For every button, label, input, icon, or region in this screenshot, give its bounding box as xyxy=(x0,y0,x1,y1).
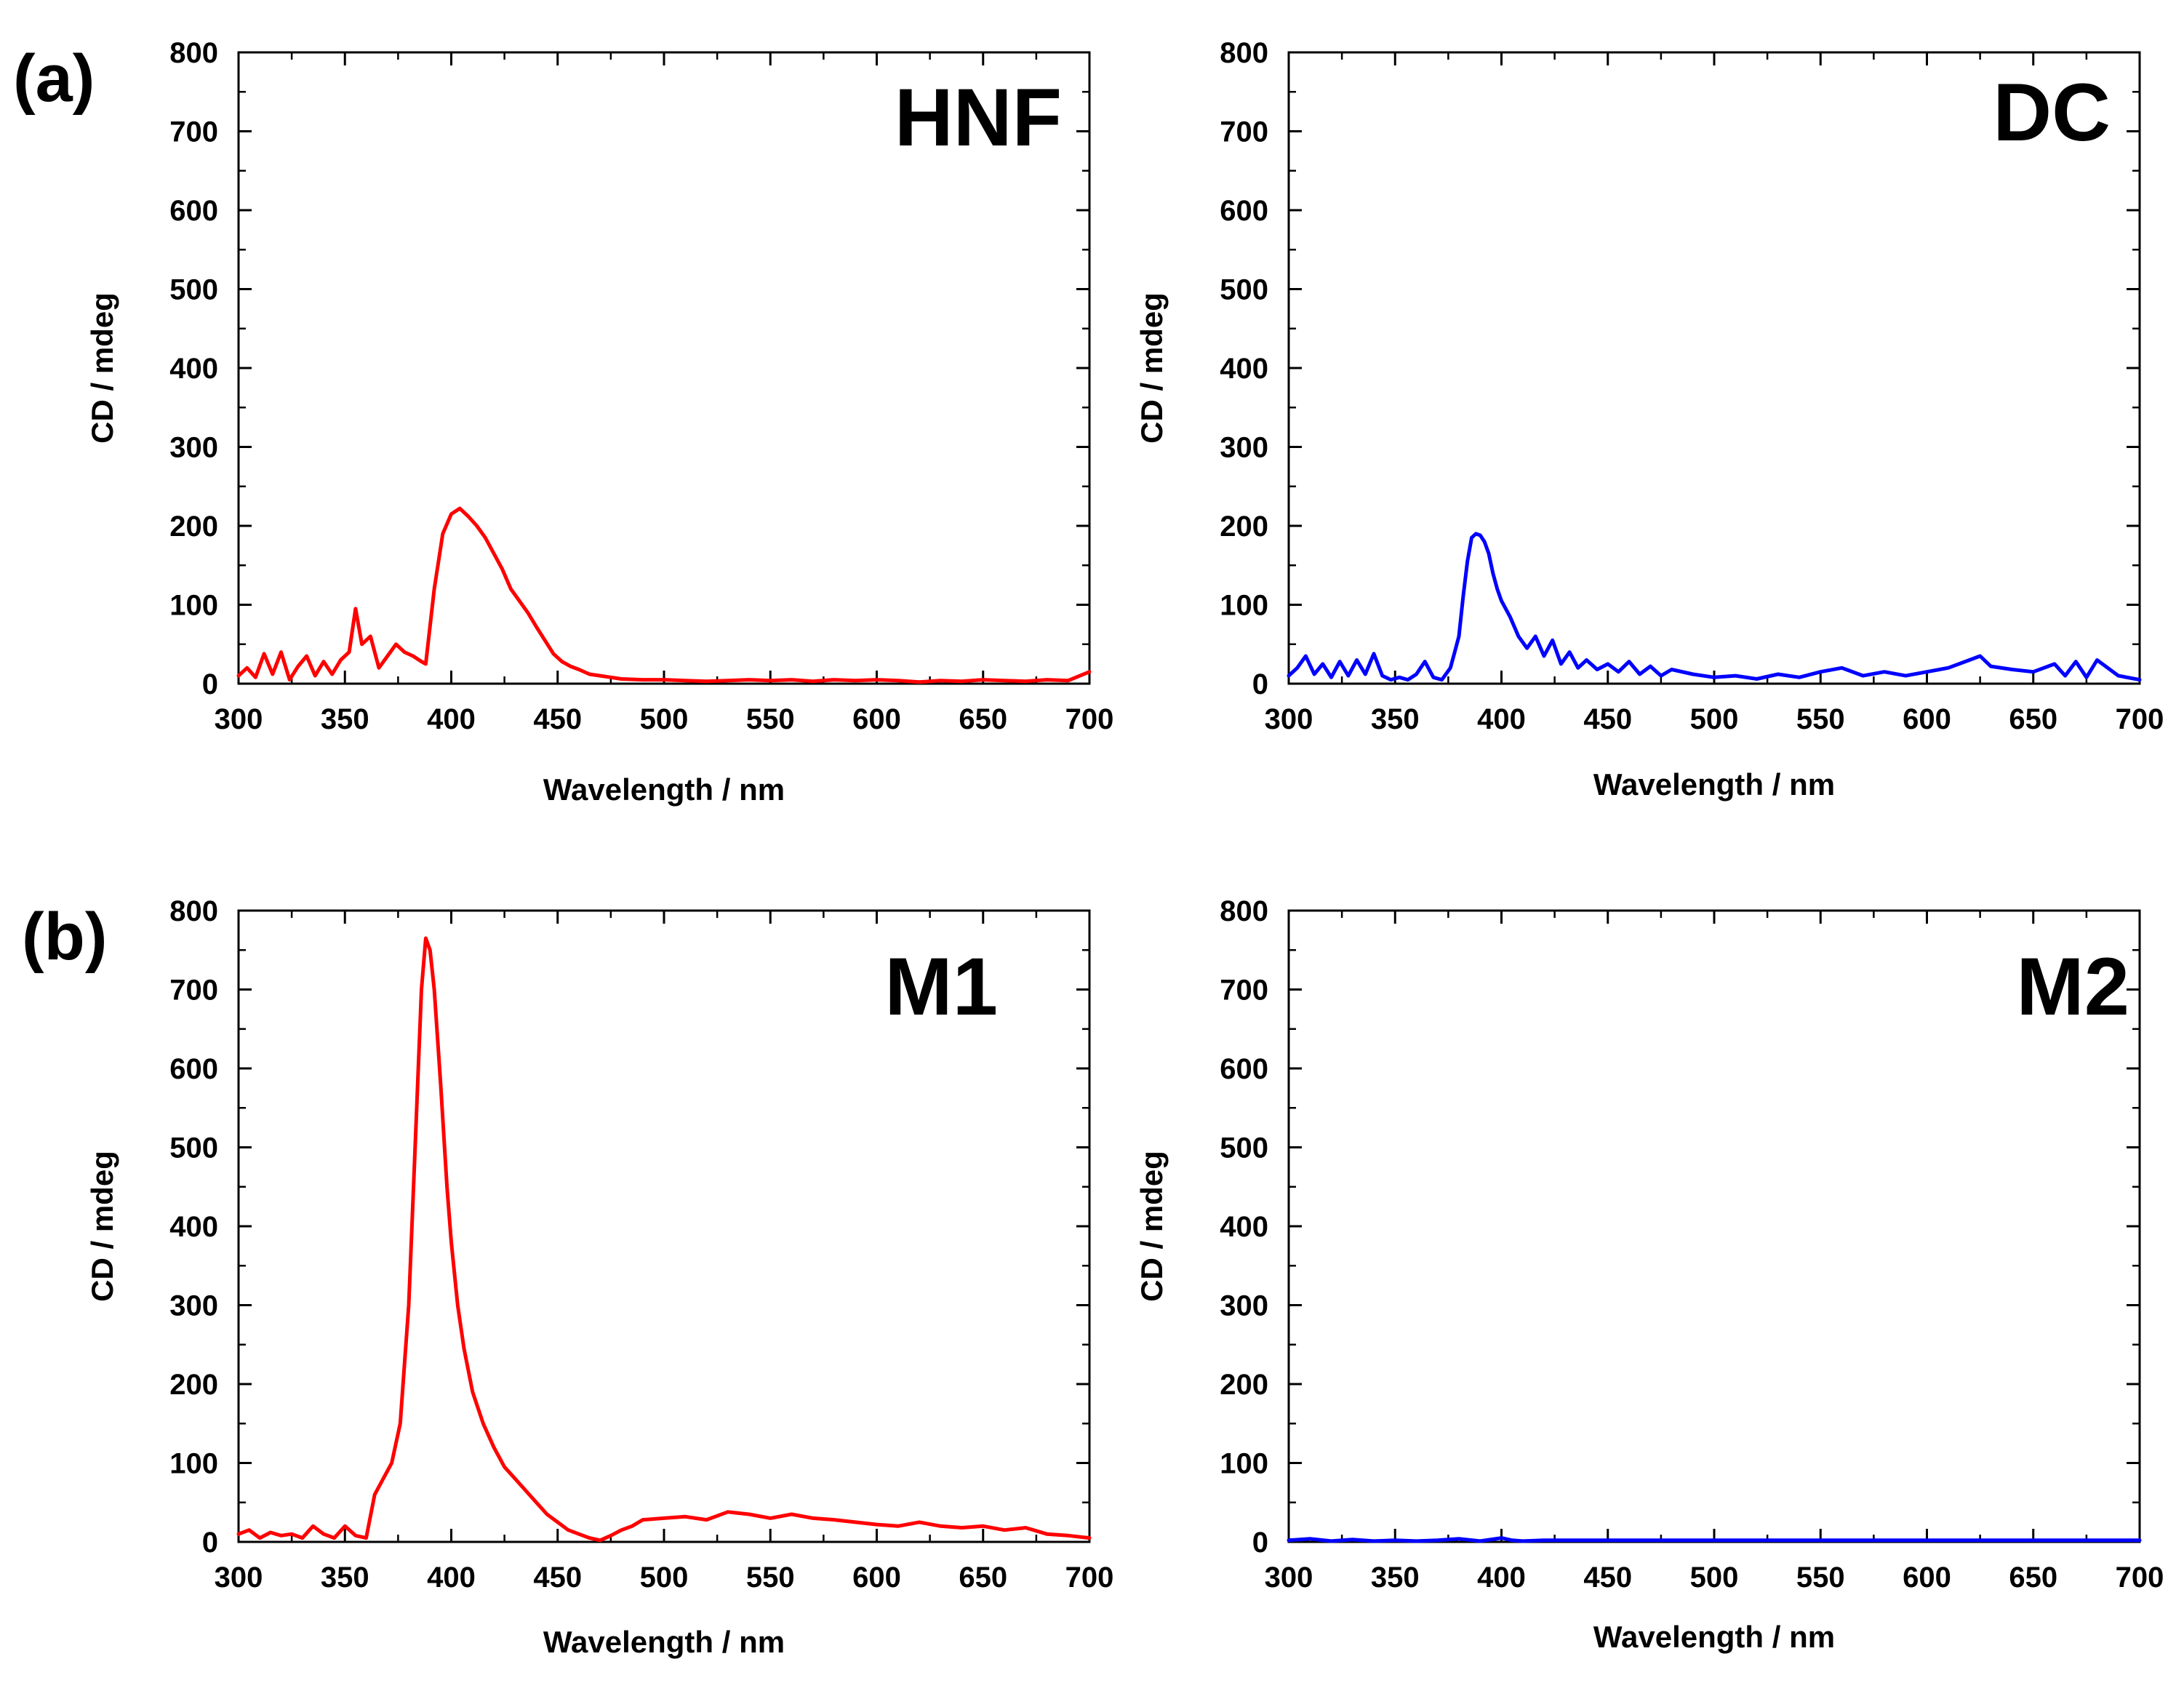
m2-y-tick-label: 800 xyxy=(1220,895,1268,927)
dc-y-tick-label: 100 xyxy=(1220,590,1268,622)
dc-y-tick-label: 0 xyxy=(1252,668,1268,700)
m2-x-tick-label: 350 xyxy=(1371,1562,1420,1594)
hnf-x-tick-label: 400 xyxy=(427,703,476,735)
m1-x-tick-label: 500 xyxy=(640,1562,689,1594)
hnf-y-tick-label: 300 xyxy=(169,432,218,464)
m2-y-tick-label: 0 xyxy=(1252,1527,1268,1559)
hnf-y-tick-label: 500 xyxy=(169,274,218,306)
hnf-x-tick-label: 650 xyxy=(959,703,1007,735)
dc-x-tick-label: 450 xyxy=(1583,703,1632,735)
hnf-x-tick-label: 600 xyxy=(852,703,901,735)
m2-plot-frame xyxy=(1287,909,2141,1543)
m1-x-tick-label: 650 xyxy=(959,1562,1007,1594)
m2-y-tick-label: 200 xyxy=(1220,1369,1268,1401)
m1-x-axis-label: Wavelength / nm xyxy=(543,1625,785,1659)
m2-y-axis-label: CD / mdeg xyxy=(1135,1151,1169,1302)
m1-y-tick-label: 0 xyxy=(202,1527,218,1559)
hnf-x-axis-label: Wavelength / nm xyxy=(543,772,785,807)
m2-y-tick-label: 700 xyxy=(1220,975,1268,1007)
m2-y-tick-label: 100 xyxy=(1220,1448,1268,1480)
hnf-x-tick-label: 350 xyxy=(321,703,369,735)
dc-x-tick-label: 550 xyxy=(1796,703,1845,735)
m2-x-tick-label: 450 xyxy=(1583,1562,1632,1594)
m1-x-tick-label: 700 xyxy=(1065,1562,1114,1594)
hnf-sample-label: HNF xyxy=(895,72,1062,163)
panel-label-b: (b) xyxy=(22,900,108,974)
m1-series-line xyxy=(236,936,1092,1543)
m1-y-tick-label: 100 xyxy=(169,1448,218,1480)
dc-y-tick-label: 400 xyxy=(1220,353,1268,385)
m1-x-tick-label: 350 xyxy=(321,1562,369,1594)
m1-x-tick-label: 450 xyxy=(533,1562,582,1594)
m1-y-tick-label: 500 xyxy=(169,1132,218,1164)
hnf-y-tick-label: 0 xyxy=(202,668,218,700)
m2-x-tick-label: 550 xyxy=(1796,1562,1845,1594)
dc-y-tick-label: 300 xyxy=(1220,432,1268,464)
hnf-x-tick-label: 700 xyxy=(1065,703,1114,735)
m1-x-tick-label: 300 xyxy=(215,1562,263,1594)
m2-x-tick-label: 500 xyxy=(1690,1562,1739,1594)
m2-y-tick-label: 300 xyxy=(1220,1290,1268,1322)
hnf-y-tick-label: 100 xyxy=(169,590,218,622)
hnf-y-tick-label: 600 xyxy=(169,195,218,227)
hnf-x-tick-label: 550 xyxy=(746,703,795,735)
m2-x-tick-label: 400 xyxy=(1477,1562,1526,1594)
m1-sample-label: M1 xyxy=(884,941,998,1032)
m2-y-tick-label: 600 xyxy=(1220,1053,1268,1085)
dc-y-tick-label: 700 xyxy=(1220,116,1268,148)
hnf-y-tick-label: 800 xyxy=(169,37,218,69)
dc-x-tick-label: 600 xyxy=(1903,703,1951,735)
panel-label-a: (a) xyxy=(13,41,95,116)
hnf-series-line xyxy=(236,506,1092,684)
dc-series-line xyxy=(1287,532,2142,682)
hnf-y-tick-label: 400 xyxy=(169,353,218,385)
m1-y-tick-label: 600 xyxy=(169,1053,218,1085)
dc-x-tick-label: 500 xyxy=(1690,703,1739,735)
m1-y-tick-label: 200 xyxy=(169,1369,218,1401)
dc-y-axis-label: CD / mdeg xyxy=(1135,292,1169,444)
hnf-x-tick-label: 500 xyxy=(640,703,689,735)
dc-y-tick-label: 600 xyxy=(1220,195,1268,227)
m1-x-tick-label: 600 xyxy=(852,1562,901,1594)
hnf-y-tick-label: 700 xyxy=(169,116,218,148)
hnf-y-tick-label: 200 xyxy=(169,511,218,543)
m1-y-tick-label: 300 xyxy=(169,1290,218,1322)
dc-y-tick-label: 200 xyxy=(1220,511,1268,543)
m1-y-axis-label: CD / mdeg xyxy=(85,1151,119,1302)
dc-x-tick-label: 400 xyxy=(1477,703,1526,735)
m1-y-tick-label: 400 xyxy=(169,1211,218,1243)
m2-y-tick-label: 400 xyxy=(1220,1211,1268,1243)
hnf-x-tick-label: 450 xyxy=(533,703,582,735)
m1-y-tick-label: 700 xyxy=(169,975,218,1007)
dc-x-tick-label: 700 xyxy=(2116,703,2164,735)
m2-series-line xyxy=(1287,1536,2142,1543)
dc-y-tick-label: 500 xyxy=(1220,274,1268,306)
dc-sample-label: DC xyxy=(1993,67,2111,158)
m2-x-axis-label: Wavelength / nm xyxy=(1593,1620,1835,1654)
dc-y-tick-label: 800 xyxy=(1220,37,1268,69)
m2-x-tick-label: 600 xyxy=(1903,1562,1951,1594)
m1-x-tick-label: 550 xyxy=(746,1562,795,1594)
m1-x-tick-label: 400 xyxy=(427,1562,476,1594)
dc-x-tick-label: 650 xyxy=(2009,703,2057,735)
hnf-x-tick-label: 300 xyxy=(215,703,263,735)
dc-x-axis-label: Wavelength / nm xyxy=(1593,767,1835,801)
m2-y-tick-label: 500 xyxy=(1220,1132,1268,1164)
hnf-y-axis-label: CD / mdeg xyxy=(85,292,119,444)
dc-x-tick-label: 350 xyxy=(1371,703,1420,735)
m2-x-tick-label: 300 xyxy=(1265,1562,1313,1594)
m2-sample-label: M2 xyxy=(2016,941,2129,1032)
m1-y-tick-label: 800 xyxy=(169,895,218,927)
m2-x-tick-label: 650 xyxy=(2009,1562,2057,1594)
m2-x-tick-label: 700 xyxy=(2116,1562,2164,1594)
dc-x-tick-label: 300 xyxy=(1265,703,1313,735)
